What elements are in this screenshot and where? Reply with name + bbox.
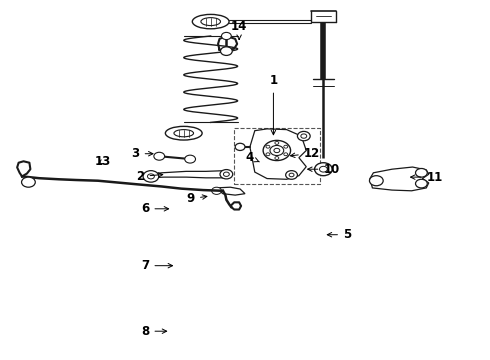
Ellipse shape (192, 14, 229, 29)
Text: 12: 12 (291, 147, 320, 160)
Circle shape (319, 166, 327, 172)
Text: 6: 6 (141, 202, 169, 215)
Circle shape (275, 141, 279, 144)
Circle shape (263, 140, 291, 161)
Circle shape (221, 32, 231, 40)
Text: 9: 9 (187, 192, 207, 205)
Circle shape (416, 168, 427, 177)
Polygon shape (250, 129, 306, 179)
Circle shape (185, 155, 196, 163)
Circle shape (289, 173, 294, 177)
Circle shape (270, 145, 284, 156)
Circle shape (284, 145, 288, 148)
Text: 10: 10 (308, 163, 340, 176)
Ellipse shape (174, 130, 194, 137)
Text: 3: 3 (131, 147, 153, 160)
Text: 4: 4 (246, 151, 259, 164)
Text: 13: 13 (95, 155, 111, 168)
Polygon shape (216, 187, 245, 195)
Circle shape (220, 170, 233, 179)
Circle shape (274, 148, 280, 153)
Circle shape (286, 171, 297, 179)
Circle shape (266, 153, 270, 156)
Circle shape (275, 157, 279, 159)
Circle shape (220, 47, 232, 55)
Text: 14: 14 (231, 20, 247, 39)
Circle shape (315, 163, 332, 176)
Circle shape (143, 171, 159, 182)
Circle shape (22, 177, 35, 187)
Circle shape (416, 179, 427, 188)
Text: 5: 5 (327, 228, 351, 241)
Polygon shape (370, 167, 429, 191)
Circle shape (301, 134, 307, 138)
Circle shape (147, 174, 154, 179)
Circle shape (369, 176, 383, 186)
Ellipse shape (166, 126, 202, 140)
Text: 1: 1 (270, 75, 277, 135)
Polygon shape (147, 171, 233, 178)
Text: 11: 11 (411, 171, 442, 184)
Circle shape (284, 153, 288, 156)
Circle shape (154, 152, 165, 160)
Bar (234, 128, 320, 184)
Circle shape (235, 143, 245, 150)
Text: 2: 2 (136, 170, 163, 183)
Circle shape (223, 172, 229, 176)
Ellipse shape (201, 18, 220, 26)
Circle shape (266, 145, 270, 148)
Circle shape (297, 131, 310, 141)
Text: 8: 8 (141, 325, 167, 338)
Circle shape (212, 187, 221, 194)
Text: 7: 7 (141, 259, 172, 272)
